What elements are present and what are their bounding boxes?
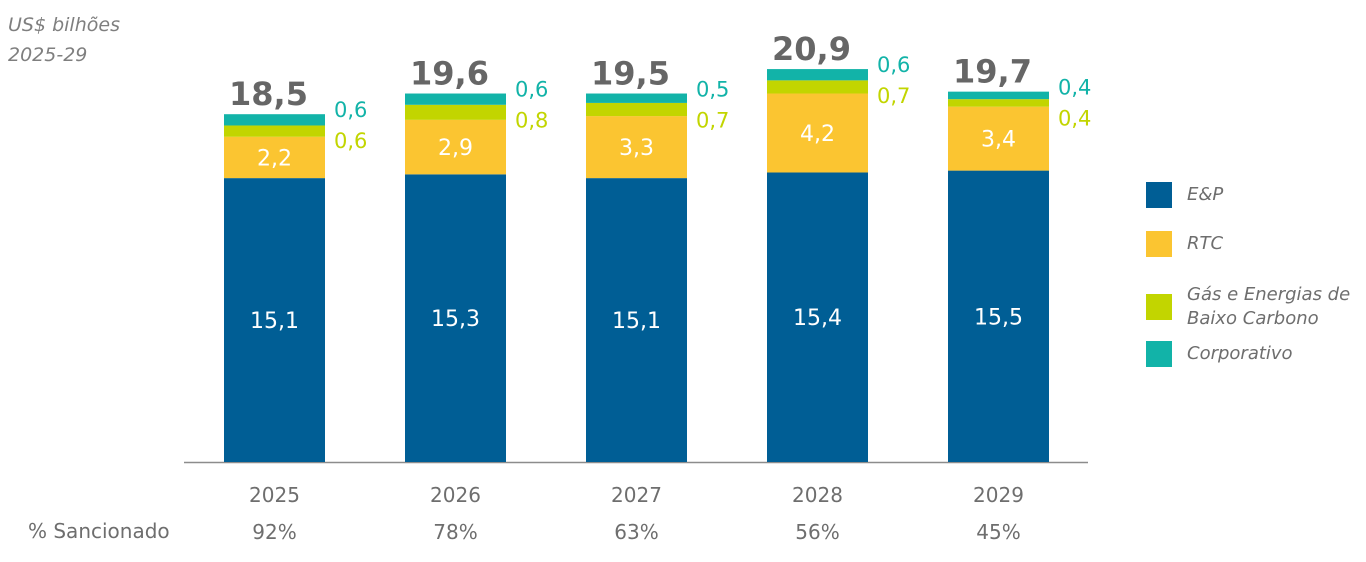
bar-segment-gas-2029 (948, 99, 1049, 107)
total-label-2027: 19,5 (591, 55, 670, 93)
data-label-gas-2025: 0,6 (334, 129, 367, 153)
data-label-rtc-2029: 3,4 (981, 128, 1016, 153)
total-label-2026: 19,6 (410, 55, 489, 93)
legend-swatch-gas (1146, 294, 1172, 320)
bar-segment-gas-2025 (224, 125, 325, 137)
bar-segment-rtc-2027 (586, 116, 687, 179)
data-label-rtc-2028: 4,2 (800, 122, 835, 147)
data-label-ep-2029: 15,5 (974, 305, 1023, 330)
data-label-ep-2027: 15,1 (612, 309, 661, 334)
legend-label-gas-line1: Gás e Energias de (1187, 284, 1351, 305)
x-tick-label-2025: 2025 (249, 483, 300, 507)
total-label-2025: 18,5 (229, 75, 308, 113)
unit-label: US$ bilhões (8, 14, 120, 36)
data-label-ep-2025: 15,1 (250, 309, 299, 334)
legend-label-gas-line2: Baixo Carbono (1187, 308, 1319, 329)
legend-item-ep: E&P (1146, 182, 1223, 208)
legend-label-gas: Gás e Energias de Baixo Carbono (1187, 283, 1350, 331)
legend-item-corporativo: Corporativo (1146, 341, 1293, 367)
total-label-2029: 19,7 (953, 53, 1032, 91)
sanctioned-value-2028: 56% (795, 520, 839, 544)
bar-segment-corporativo-2025 (224, 114, 325, 126)
x-tick-label-2028: 2028 (792, 483, 843, 507)
data-label-gas-2029: 0,4 (1058, 107, 1091, 131)
bar-segment-ep-2029 (948, 170, 1049, 462)
legend-swatch-rtc (1146, 231, 1172, 257)
legend-label-corporativo: Corporativo (1187, 343, 1293, 364)
data-label-corporativo-2029: 0,4 (1058, 76, 1091, 100)
data-label-gas-2026: 0,8 (515, 109, 548, 133)
legend-label-ep: E&P (1187, 184, 1224, 205)
data-label-rtc-2026: 2,9 (438, 136, 473, 161)
legend-item-gas: Gás e Energias de Baixo Carbono (1146, 283, 1350, 331)
bar-segment-corporativo-2028 (767, 69, 868, 81)
bar-segment-corporativo-2026 (405, 93, 506, 105)
bar-segment-corporativo-2027 (586, 93, 687, 103)
data-label-corporativo-2025: 0,6 (334, 98, 367, 122)
legend-label-rtc: RTC (1187, 233, 1224, 254)
bar-segment-ep-2028 (767, 172, 868, 463)
sanctioned-value-2027: 63% (614, 520, 658, 544)
data-label-corporativo-2026: 0,6 (515, 78, 548, 102)
sanctioned-row-label: % Sancionado (28, 519, 170, 543)
legend-item-rtc: RTC (1146, 231, 1223, 257)
bar-segment-rtc-2028 (767, 93, 868, 173)
bar-segment-ep-2027 (586, 178, 687, 462)
bar-segment-rtc-2029 (948, 106, 1049, 171)
sanctioned-value-2025: 92% (252, 520, 296, 544)
legend-swatch-ep (1146, 182, 1172, 208)
bar-segment-gas-2027 (586, 102, 687, 117)
bar-segment-corporativo-2029 (948, 91, 1049, 100)
data-label-gas-2027: 0,7 (696, 109, 729, 133)
data-label-gas-2028: 0,7 (877, 84, 910, 108)
x-tick-label-2026: 2026 (430, 483, 481, 507)
sanctioned-value-2029: 45% (976, 520, 1020, 544)
x-tick-label-2029: 2029 (973, 483, 1024, 507)
x-tick-label-2027: 2027 (611, 483, 662, 507)
bar-segment-gas-2028 (767, 80, 868, 94)
total-label-2028: 20,9 (772, 30, 851, 68)
bar-segment-gas-2026 (405, 104, 506, 120)
sanctioned-value-2026: 78% (433, 520, 477, 544)
data-label-rtc-2025: 2,2 (257, 146, 292, 171)
bar-segment-rtc-2025 (224, 136, 325, 179)
data-label-corporativo-2028: 0,6 (877, 53, 910, 77)
legend-swatch-corporativo (1146, 341, 1172, 367)
data-label-rtc-2027: 3,3 (619, 136, 654, 161)
bar-segment-ep-2026 (405, 174, 506, 463)
bar-segment-ep-2025 (224, 178, 325, 462)
data-label-corporativo-2027: 0,5 (696, 78, 729, 102)
data-label-ep-2028: 15,4 (793, 306, 842, 331)
data-label-ep-2026: 15,3 (431, 307, 480, 332)
bar-segment-rtc-2026 (405, 119, 506, 175)
period-label: 2025-29 (8, 44, 88, 66)
